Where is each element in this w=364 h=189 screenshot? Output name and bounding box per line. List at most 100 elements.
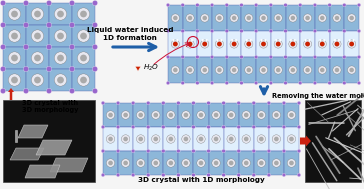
Circle shape	[240, 55, 243, 59]
Bar	[256, 31, 271, 57]
Circle shape	[267, 125, 271, 129]
Circle shape	[274, 113, 279, 117]
Circle shape	[287, 159, 296, 167]
Bar	[183, 5, 197, 31]
Circle shape	[23, 88, 29, 94]
Circle shape	[108, 137, 113, 141]
Circle shape	[57, 77, 64, 83]
Bar	[197, 57, 212, 83]
Bar	[178, 151, 193, 175]
Circle shape	[195, 29, 199, 33]
Circle shape	[108, 161, 113, 165]
Circle shape	[80, 77, 87, 83]
Circle shape	[167, 135, 175, 143]
Circle shape	[121, 111, 130, 119]
Text: Liquid water induced
1D formation: Liquid water induced 1D formation	[87, 27, 173, 40]
Circle shape	[23, 0, 29, 6]
Circle shape	[220, 39, 222, 41]
Bar	[209, 103, 223, 127]
Bar	[241, 5, 256, 31]
Bar	[227, 57, 241, 83]
Bar	[118, 103, 133, 127]
Circle shape	[31, 52, 44, 64]
Circle shape	[276, 42, 281, 46]
Circle shape	[138, 113, 143, 117]
Circle shape	[23, 22, 29, 28]
Circle shape	[80, 55, 87, 61]
Circle shape	[338, 39, 340, 41]
Bar	[3, 100, 95, 182]
Circle shape	[237, 173, 241, 177]
Circle shape	[298, 3, 302, 7]
Bar	[26, 69, 49, 91]
Text: $H_2O$: $H_2O$	[143, 63, 159, 73]
Circle shape	[290, 68, 295, 72]
Circle shape	[257, 159, 265, 167]
Circle shape	[298, 29, 302, 33]
Circle shape	[237, 149, 241, 153]
Circle shape	[318, 40, 327, 48]
Circle shape	[297, 125, 301, 129]
Circle shape	[46, 22, 52, 28]
Circle shape	[230, 14, 238, 22]
Circle shape	[284, 3, 287, 7]
Bar	[223, 103, 239, 127]
Circle shape	[186, 66, 194, 74]
Bar	[103, 151, 118, 175]
Circle shape	[357, 3, 361, 7]
Circle shape	[289, 161, 294, 165]
Circle shape	[272, 135, 281, 143]
Circle shape	[151, 159, 160, 167]
Circle shape	[202, 42, 207, 46]
Bar	[269, 103, 284, 127]
Circle shape	[320, 42, 325, 46]
Circle shape	[116, 125, 120, 129]
Circle shape	[188, 42, 193, 46]
Circle shape	[305, 16, 310, 20]
Circle shape	[195, 55, 199, 59]
Circle shape	[169, 113, 173, 117]
Circle shape	[348, 14, 356, 22]
Bar	[285, 31, 300, 57]
Circle shape	[171, 40, 179, 48]
Circle shape	[245, 14, 253, 22]
Circle shape	[23, 44, 29, 50]
Circle shape	[131, 149, 135, 153]
Circle shape	[0, 44, 5, 50]
Circle shape	[227, 111, 236, 119]
Circle shape	[225, 29, 229, 33]
Circle shape	[167, 111, 175, 119]
Circle shape	[294, 39, 296, 41]
Bar	[3, 3, 26, 25]
Bar	[227, 5, 241, 31]
Bar	[209, 127, 223, 151]
Bar	[118, 127, 133, 151]
Bar	[315, 57, 330, 83]
Circle shape	[136, 159, 145, 167]
Circle shape	[202, 16, 207, 20]
Circle shape	[261, 68, 266, 72]
Circle shape	[197, 159, 205, 167]
Circle shape	[11, 11, 18, 17]
Circle shape	[225, 3, 229, 7]
Circle shape	[254, 3, 258, 7]
Circle shape	[169, 137, 173, 141]
Circle shape	[136, 111, 145, 119]
Circle shape	[217, 42, 222, 46]
Circle shape	[237, 125, 241, 129]
Circle shape	[252, 125, 256, 129]
Bar	[212, 5, 227, 31]
Circle shape	[8, 8, 21, 20]
Circle shape	[77, 30, 90, 42]
Bar	[254, 151, 269, 175]
Circle shape	[177, 125, 180, 129]
Circle shape	[171, 14, 179, 22]
Circle shape	[70, 22, 75, 28]
Circle shape	[229, 137, 233, 141]
Bar	[3, 69, 26, 91]
Circle shape	[183, 113, 188, 117]
Bar	[284, 127, 299, 151]
Circle shape	[34, 55, 41, 61]
Circle shape	[217, 42, 222, 46]
Circle shape	[319, 39, 321, 41]
